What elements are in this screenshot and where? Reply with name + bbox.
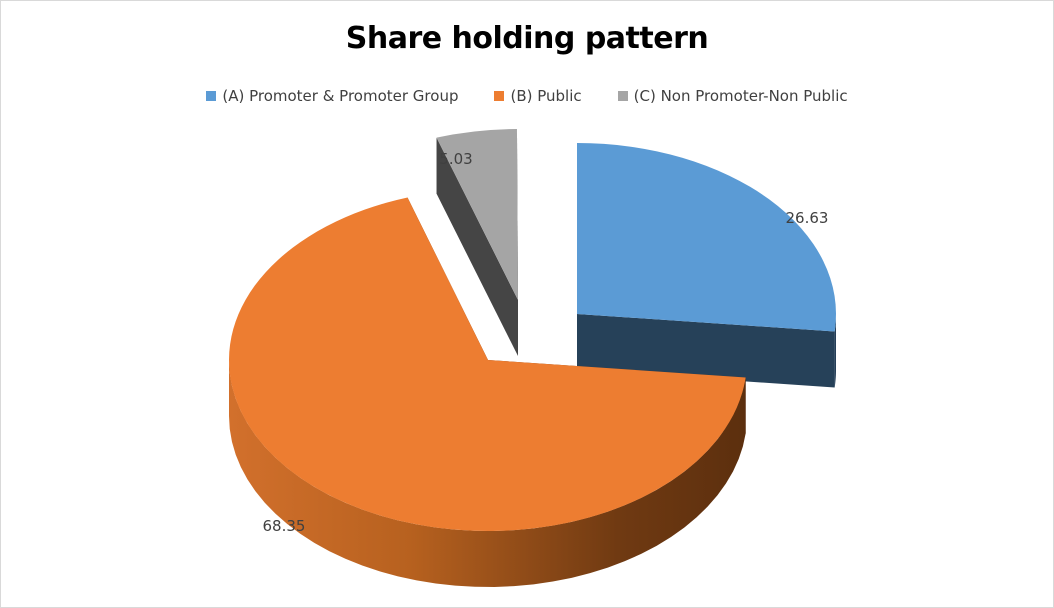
legend-label-non-promoter: (C) Non Promoter-Non Public <box>633 87 848 105</box>
data-label-public: 68.35 <box>263 517 306 535</box>
legend-swatch-promoter <box>206 91 217 101</box>
chart-legend: (A) Promoter & Promoter Group (B) Public… <box>1 87 1053 105</box>
legend-swatch-non-promoter <box>617 91 628 101</box>
pie-wall-promoter <box>834 314 836 388</box>
legend-item-public: (B) Public <box>494 87 582 105</box>
legend-item-non-promoter: (C) Non Promoter-Non Public <box>617 87 848 105</box>
chart-title: Share holding pattern <box>345 21 709 56</box>
legend-item-promoter: (A) Promoter & Promoter Group <box>206 87 458 105</box>
legend-swatch-public <box>494 91 505 101</box>
pie-slice-non-promoter <box>436 129 518 300</box>
pie-slice-public <box>229 197 746 532</box>
data-label-non-promoter: 5.03 <box>439 150 472 168</box>
pie-slice-promoter <box>577 143 837 332</box>
pie-side-non-promoter-0 <box>436 137 518 356</box>
data-label-promoter: 26.63 <box>786 209 829 227</box>
pie-side-promoter-1 <box>577 314 835 388</box>
legend-label-promoter: (A) Promoter & Promoter Group <box>222 87 459 105</box>
legend-label-public: (B) Public <box>510 87 582 105</box>
pie-wall-public <box>229 360 746 587</box>
